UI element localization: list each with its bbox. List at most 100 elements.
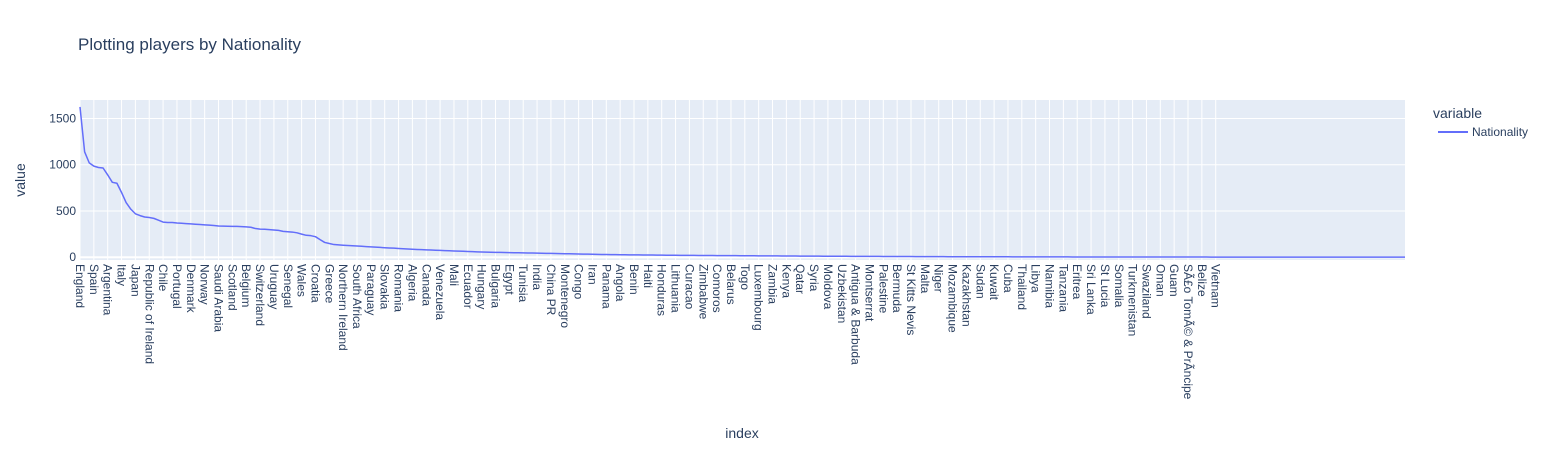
x-tick-label: Tunisia	[516, 264, 530, 303]
x-tick-label: Norway	[198, 264, 212, 305]
x-tick-label: Canada	[419, 264, 433, 306]
x-tick-label: Belize	[1195, 264, 1209, 297]
x-tick-label: Slovakia	[378, 264, 392, 310]
x-tick-label: Kenya	[779, 264, 793, 298]
x-tick-label: Moldova	[821, 264, 835, 310]
x-tick-label: Panama	[599, 264, 613, 309]
x-tick-label: Wales	[295, 264, 309, 297]
x-tick-label: Oman	[1153, 264, 1167, 297]
y-axis-title: value	[12, 163, 28, 197]
x-tick-label: SÃ£o TomÃ© & PrÃncipe	[1181, 264, 1195, 400]
x-tick-label: Honduras	[655, 264, 669, 316]
x-tick-label: Mali	[447, 264, 461, 286]
x-tick-label: Niger	[932, 264, 946, 293]
x-tick-label: Lithuania	[669, 264, 683, 313]
x-tick-label: Japan	[128, 264, 142, 297]
x-tick-label: Belarus	[724, 264, 738, 305]
x-tick-label: Greece	[322, 264, 336, 304]
x-tick-label: Croatia	[308, 264, 322, 303]
plot-area	[80, 100, 1405, 260]
y-axis-ticks: 0 500 1000 1500	[49, 111, 76, 264]
x-tick-label: Sri Lanka	[1084, 264, 1098, 315]
y-tick-label: 1000	[49, 158, 76, 172]
x-tick-label: Senegal	[281, 264, 295, 308]
legend-label: Nationality	[1472, 125, 1528, 139]
x-tick-label: Benin	[627, 264, 641, 295]
x-tick-label: Thailand	[1015, 264, 1029, 310]
x-tick-label: Qatar	[793, 264, 807, 294]
x-tick-label: Mozambique	[946, 264, 960, 333]
x-tick-label: China PR	[544, 264, 558, 316]
x-tick-label: Antigua & Barbuda	[849, 264, 863, 365]
x-tick-label: Uzbekistan	[835, 264, 849, 323]
x-tick-label: Romania	[392, 264, 406, 312]
x-tick-label: Namibia	[1043, 264, 1057, 308]
y-tick-label: 1500	[49, 111, 76, 125]
x-tick-label: Algeria	[405, 264, 419, 302]
x-tick-label: Northern Ireland	[336, 264, 350, 351]
x-tick-label: Montserrat	[862, 264, 876, 322]
x-tick-label: Somalia	[1112, 264, 1126, 308]
x-tick-label: Kazakhstan	[959, 264, 973, 327]
x-tick-label: Syria	[807, 264, 821, 292]
x-tick-label: Uruguay	[267, 264, 281, 309]
x-tick-label: Venezuela	[433, 264, 447, 320]
x-gridlines	[79, 100, 1217, 260]
x-tick-label: Republic of Ireland	[142, 264, 156, 364]
x-tick-label: Hungary	[475, 264, 489, 309]
x-tick-label: Swaziland	[1139, 264, 1153, 319]
y-tick-label: 0	[69, 250, 76, 264]
x-tick-label: Montenegro	[558, 264, 572, 328]
x-tick-label: Haiti	[641, 264, 655, 288]
x-tick-label: Bermuda	[890, 264, 904, 313]
x-tick-label: Congo	[572, 264, 586, 300]
series-line-nationality[interactable]	[79, 106, 1405, 258]
y-tick-label: 500	[56, 204, 76, 218]
x-tick-label: England	[73, 264, 87, 308]
x-tick-label: Comoros	[710, 264, 724, 313]
x-tick-label: Tanzania	[1056, 264, 1070, 312]
x-tick-label: Bulgaria	[489, 264, 503, 308]
x-tick-label: Scotland	[225, 264, 239, 311]
x-tick-label: Libya	[1029, 264, 1043, 293]
x-tick-label: St Kitts Nevis	[904, 264, 918, 335]
x-tick-label: Switzerland	[253, 264, 267, 326]
x-tick-label: Sudan	[973, 264, 987, 299]
x-tick-label: Eritrea	[1070, 264, 1084, 300]
x-tick-label: Angola	[613, 264, 627, 302]
x-tick-label: Chile	[156, 264, 170, 292]
x-tick-label: Luxembourg	[752, 264, 766, 331]
series-layer	[79, 106, 1405, 258]
x-tick-label: Kuwait	[987, 264, 1001, 301]
x-tick-label: Italy	[115, 264, 129, 286]
x-tick-label: Denmark	[184, 264, 198, 314]
x-tick-label: Iran	[585, 264, 599, 285]
x-tick-label: Spain	[87, 264, 101, 295]
x-axis-ticks: England Spain Argentina Italy Japan Republic …	[73, 264, 1223, 400]
x-tick-label: Paraguay	[364, 264, 378, 315]
x-tick-label: Cuba	[1001, 264, 1015, 293]
x-tick-label: Turkmenistan	[1126, 264, 1140, 336]
x-tick-label: Curacao	[682, 264, 696, 310]
x-tick-label: Egypt	[502, 264, 516, 295]
x-tick-label: Ecuador	[461, 264, 475, 309]
x-tick-label: India	[530, 264, 544, 290]
x-tick-label: Zambia	[766, 264, 780, 304]
x-tick-label: South Africa	[350, 264, 364, 329]
x-tick-label: Zimbabwe	[696, 264, 710, 320]
x-tick-label: Malta	[918, 264, 932, 294]
x-tick-label: Belgium	[239, 264, 253, 307]
x-tick-label: Togo	[738, 264, 752, 290]
x-tick-label: Palestine	[876, 264, 890, 314]
chart-title: Plotting players by Nationality	[78, 35, 302, 54]
legend-title: variable	[1433, 105, 1482, 121]
legend[interactable]: variable Nationality	[1433, 105, 1528, 139]
x-tick-label: St Lucia	[1098, 264, 1112, 308]
x-tick-label: Saudi Arabia	[212, 264, 226, 332]
x-tick-label: Argentina	[101, 264, 115, 316]
x-axis-title: index	[725, 425, 758, 441]
x-tick-label: Vietnam	[1209, 264, 1223, 308]
x-tick-label: Guam	[1167, 264, 1181, 297]
x-tick-label: Portugal	[170, 264, 184, 309]
